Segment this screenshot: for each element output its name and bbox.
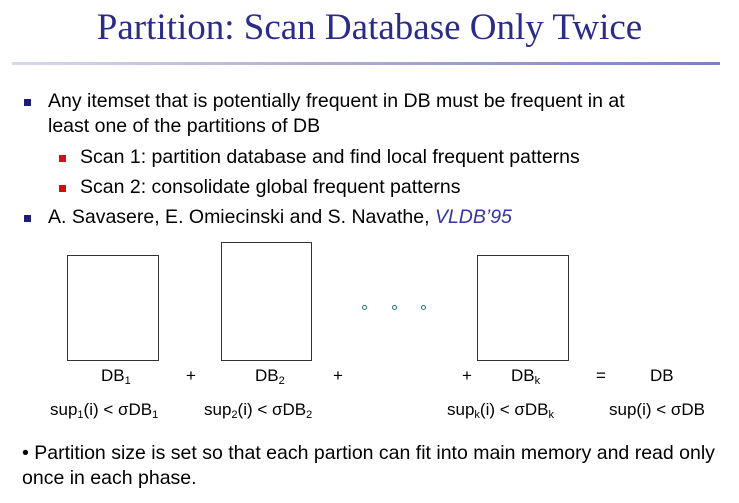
- bullet-text-line: Any itemset that is potentially frequent…: [48, 90, 625, 112]
- db-label-k: DBk: [511, 366, 541, 387]
- reference-line: A. Savasere, E. Omiecinski and S. Navath…: [48, 205, 512, 230]
- partition-box-2: [221, 242, 312, 361]
- ellipsis-dot: [392, 305, 397, 310]
- support-condition-2: sup2(i) < σDB2: [204, 400, 313, 421]
- sub-bullet-text: Scan 2: consolidate global frequent patt…: [80, 176, 461, 198]
- slide-title: Partition: Scan Database Only Twice: [96, 7, 643, 48]
- partition-size-note: • Partition size is set so that each par…: [22, 442, 715, 489]
- reference-venue: VLDB’95: [434, 206, 512, 228]
- sub-bullet-text: Scan 1: partition database and find loca…: [80, 146, 580, 168]
- plus-sign: +: [462, 366, 472, 385]
- partition-box-1: [67, 255, 159, 361]
- ellipsis-dot: [421, 305, 426, 310]
- plus-sign: +: [333, 366, 343, 385]
- support-condition-k: supk(i) < σDBk: [447, 400, 555, 421]
- partition-box-k: [477, 255, 569, 361]
- support-condition-1: sup1(i) < σDB1: [50, 400, 159, 421]
- sub-bullet-square-icon: [59, 185, 66, 192]
- reference-authors: A. Savasere, E. Omiecinski and S. Navath…: [48, 206, 435, 228]
- bullet-square-icon: [24, 99, 31, 106]
- db-label-2: DB2: [255, 366, 285, 387]
- db-label-total: DB: [650, 366, 674, 385]
- sub-bullet-square-icon: [59, 155, 66, 162]
- db-label-1: DB1: [101, 366, 131, 387]
- title-divider: [12, 62, 720, 65]
- support-condition-total: sup(i) < σDB: [609, 400, 705, 419]
- equals-sign: =: [596, 366, 606, 385]
- bullet-square-icon: [24, 215, 31, 222]
- plus-sign: +: [186, 366, 196, 385]
- ellipsis-dot: [362, 305, 367, 310]
- bullet-text-line: least one of the partitions of DB: [48, 115, 321, 137]
